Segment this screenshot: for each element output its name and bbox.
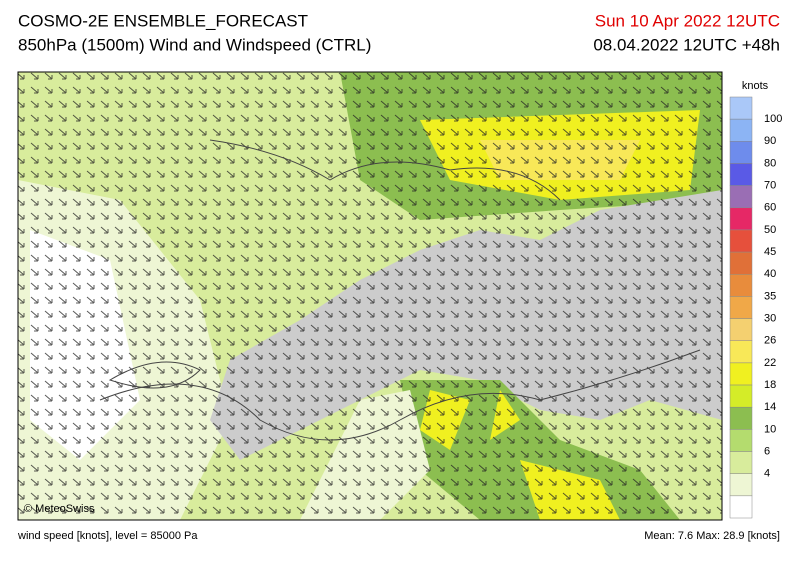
legend-label: 50 (764, 224, 776, 236)
map-frame (17, 71, 723, 521)
legend-unit: knots (742, 80, 769, 92)
legend-swatch (729, 274, 753, 297)
legend-label: 40 (764, 268, 776, 280)
legend-label: 60 (764, 202, 776, 214)
footer-left: wind speed [knots], level = 85000 Pa (17, 530, 198, 542)
run-time: 08.04.2022 12UTC +48h (593, 35, 780, 54)
legend-swatch (729, 495, 753, 519)
legend-swatch (729, 141, 753, 164)
legend-swatch (729, 96, 753, 120)
legend-label: 30 (764, 312, 776, 324)
subtitle: 850hPa (1500m) Wind and Windspeed (CTRL) (18, 35, 371, 54)
legend-swatch (729, 362, 753, 386)
legend-swatch (729, 296, 753, 319)
legend-label: 22 (764, 357, 776, 369)
legend-swatch (729, 473, 753, 497)
legend-swatch (729, 207, 753, 231)
legend-swatch (729, 406, 753, 430)
legend-label: 90 (764, 135, 776, 147)
legend-swatch (729, 340, 753, 364)
legend-label: 18 (764, 379, 776, 391)
legend-swatch (729, 229, 753, 253)
legend: knots 100 90 80 70 60 50 45 40 35 30 26 22 18 14 10 6 4 (729, 80, 782, 519)
legend-label: 6 (764, 445, 770, 457)
copyright: © MeteoSwiss (24, 503, 95, 515)
valid-time: Sun 10 Apr 2022 12UTC (595, 11, 780, 30)
legend-label: 10 (764, 423, 776, 435)
legend-swatch (729, 118, 753, 142)
map (18, 72, 722, 520)
legend-swatch (729, 451, 753, 474)
legend-label: 14 (764, 401, 776, 413)
legend-label: 4 (764, 468, 770, 480)
legend-swatch (729, 185, 753, 209)
legend-label: 45 (764, 246, 776, 258)
legend-swatch (729, 163, 753, 186)
title: COSMO-2E ENSEMBLE_FORECAST (18, 11, 308, 30)
footer-right: Mean: 7.6 Max: 28.9 [knots] (644, 530, 780, 542)
legend-swatch (729, 429, 753, 452)
legend-label: 80 (764, 157, 776, 169)
legend-swatch (729, 318, 753, 341)
legend-label: 35 (764, 290, 776, 302)
legend-swatch (729, 384, 753, 408)
legend-label: 70 (764, 180, 776, 192)
legend-label: 100 (764, 113, 782, 125)
legend-label: 26 (764, 335, 776, 347)
legend-swatch (729, 251, 753, 275)
